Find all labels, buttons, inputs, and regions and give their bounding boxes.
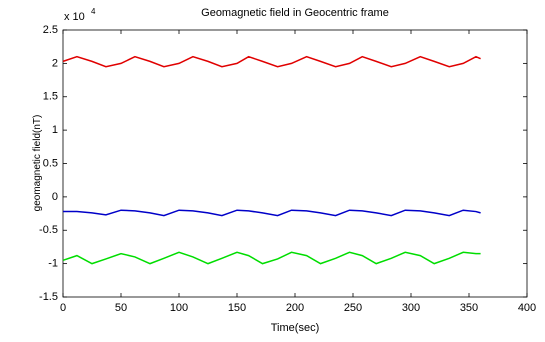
y-tick-label: 1 — [52, 124, 58, 136]
axis-multiplier-exponent: 4 — [91, 7, 96, 16]
x-tick-label: 150 — [228, 302, 246, 314]
y-tick-label: 0 — [52, 191, 58, 203]
x-tick-label: 200 — [286, 302, 304, 314]
y-tick-label: -1 — [48, 258, 58, 270]
x-tick-label: 100 — [170, 302, 188, 314]
data-line — [63, 209, 481, 217]
x-tick-label: 350 — [460, 302, 478, 314]
y-tick-label: 2.5 — [43, 24, 58, 36]
y-axis-label: geomagnetic field(nT) — [32, 115, 43, 212]
data-line — [62, 55, 481, 68]
y-tick-label: 2 — [52, 57, 58, 69]
y-tick-label: 0.5 — [43, 157, 58, 169]
x-tick-label: 250 — [344, 302, 362, 314]
y-tick-label: 1.5 — [43, 91, 58, 103]
x-tick-label: 300 — [402, 302, 420, 314]
y-tick-label: -1.5 — [39, 291, 58, 303]
x-tick-label: 50 — [115, 302, 127, 314]
y-tick-label: -0.5 — [39, 224, 58, 236]
axis-multiplier: x 10 — [64, 11, 85, 23]
data-line — [62, 251, 481, 265]
x-tick-label: 400 — [518, 302, 536, 314]
chart-title: Geomagnetic field in Geocentric frame — [201, 7, 389, 19]
x-tick-label: 0 — [60, 302, 66, 314]
x-axis-label: Time(sec) — [271, 322, 319, 334]
